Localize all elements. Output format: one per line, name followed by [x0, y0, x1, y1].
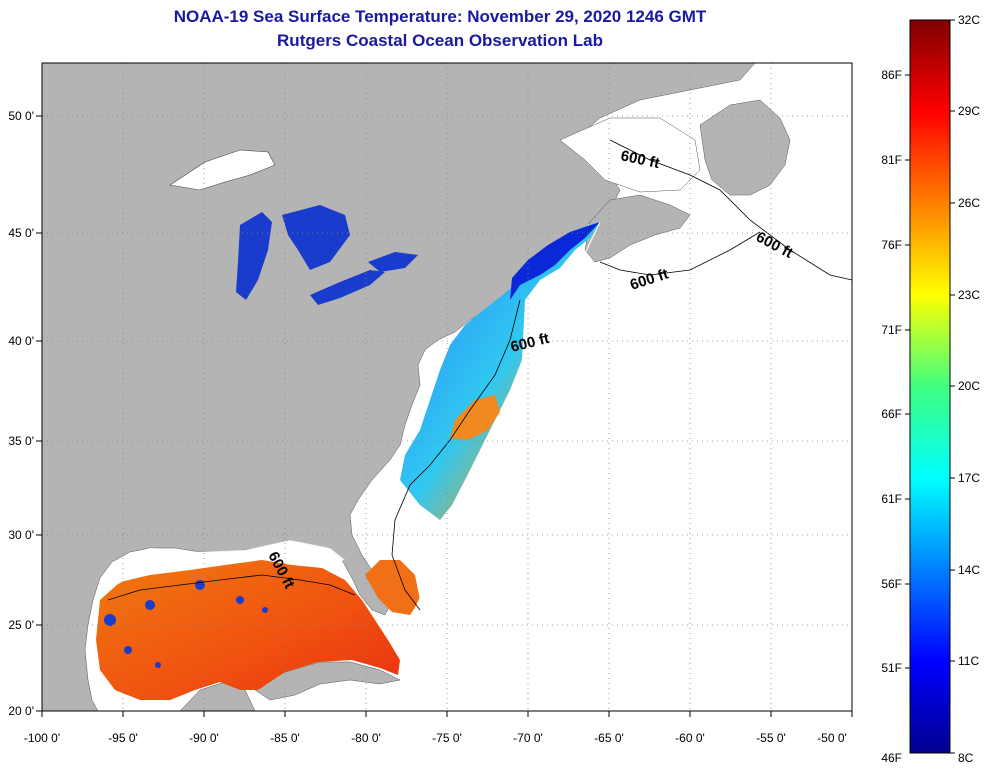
- gulf-cool-patches: [104, 580, 268, 668]
- land-newfoundland: [699, 99, 791, 196]
- cb-f-label: 66F: [881, 407, 902, 421]
- lon-label: -60 0': [675, 731, 705, 745]
- cb-f-label: 81F: [881, 153, 902, 167]
- sst-gulf-of-maine: [510, 222, 600, 300]
- gulf-st-lawrence: [559, 117, 701, 193]
- lon-label: -70 0': [513, 731, 543, 745]
- colorbar-ticks: [905, 19, 955, 754]
- lat-label: 35 0': [8, 434, 34, 448]
- cb-f-label: 76F: [881, 238, 902, 252]
- lon-label: -55 0': [756, 731, 786, 745]
- lon-label: -65 0': [594, 731, 624, 745]
- lake-ontario: [368, 252, 418, 272]
- colorbar: [909, 19, 951, 754]
- cb-c-label: 32C: [958, 13, 980, 27]
- swath-edge-line: [399, 221, 601, 641]
- cb-f-label: 86F: [881, 68, 902, 82]
- lake-michigan: [236, 212, 272, 300]
- lat-label: 40 0': [8, 334, 34, 348]
- lon-label: -85 0': [270, 731, 300, 745]
- cb-c-label: 17C: [958, 471, 980, 485]
- lon-label: -90 0': [189, 731, 219, 745]
- cb-c-label: 11C: [958, 654, 979, 668]
- isobath-600ft: [107, 139, 852, 611]
- lat-label: 50 0': [8, 109, 34, 123]
- lat-label: 25 0': [8, 618, 34, 632]
- graticule: [42, 63, 852, 711]
- lon-label: -75 0': [432, 731, 462, 745]
- cb-f-label: 56F: [881, 577, 902, 591]
- colorbar-fahrenheit-labels: 86F 81F 76F 71F 66F 61F 56F 51F 46F: [881, 68, 902, 765]
- cb-c-label: 20C: [958, 379, 980, 393]
- land-cuba: [254, 661, 401, 701]
- lat-label: 45 0': [8, 226, 34, 240]
- cb-c-label: 26C: [958, 196, 980, 210]
- lat-label: 20 0': [8, 704, 34, 718]
- lat-label: 30 0': [8, 528, 34, 542]
- longitude-labels: -100 0' -95 0' -90 0' -85 0' -80 0' -75 …: [24, 731, 847, 745]
- colorbar-celsius-labels: 32C 29C 26C 23C 20C 17C 14C 11C 8C: [958, 13, 980, 765]
- sst-gulf-of-mexico: [96, 560, 400, 700]
- map-subtitle: Rutgers Coastal Ocean Observation Lab: [277, 31, 603, 50]
- cb-f-label: 61F: [881, 492, 902, 506]
- latitude-labels: 50 0' 45 0' 40 0' 35 0' 30 0' 25 0' 20 0…: [8, 109, 34, 718]
- lon-label: -100 0': [24, 731, 60, 745]
- axis-ticks: [36, 115, 853, 717]
- cb-c-label: 23C: [958, 288, 980, 302]
- lon-label: -80 0': [351, 731, 381, 745]
- cb-c-label: 14C: [958, 563, 980, 577]
- cb-f-label: 51F: [881, 661, 902, 675]
- map-title: NOAA-19 Sea Surface Temperature: Novembe…: [173, 7, 707, 26]
- sst-gulf-stream-eddy: [450, 395, 500, 440]
- sst-atlantic-swath: [400, 222, 600, 520]
- lake-superior: [169, 149, 276, 191]
- lon-label: -95 0': [108, 731, 138, 745]
- sst-florida-straits: [365, 560, 420, 615]
- lon-label: -50 0': [817, 731, 847, 745]
- land-maritimes: [584, 194, 691, 263]
- lake-huron: [282, 205, 350, 270]
- cb-c-label: 29C: [958, 104, 980, 118]
- cb-f-label: 46F: [881, 751, 902, 765]
- cb-c-label: 8C: [958, 751, 974, 765]
- cb-f-label: 71F: [881, 323, 902, 337]
